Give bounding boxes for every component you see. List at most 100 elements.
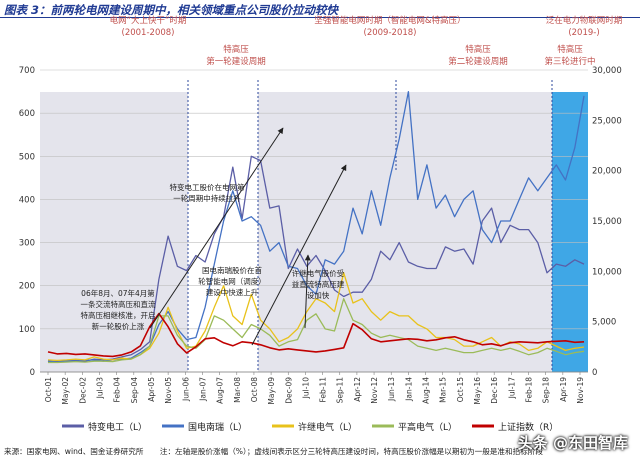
x-tick-label-15: Jul-10 <box>301 377 310 400</box>
legend-label-2: 许继电气（L） <box>298 421 357 433</box>
x-tick-label-11: Mar-08 <box>233 377 242 403</box>
x-tick-label-26: Dec-16 <box>490 377 499 404</box>
y-right-tick-4: 20,000 <box>592 167 622 177</box>
period-years-0: (2001-2008) <box>122 28 175 38</box>
y-left-tick-7: 700 <box>19 66 35 76</box>
y-right-tick-5: 25,000 <box>592 116 622 126</box>
x-tick-label-6: Apr-05 <box>147 377 156 402</box>
y-left-tick-1: 100 <box>19 325 35 335</box>
cycle-title-0: 特高压 <box>223 44 249 55</box>
series-line-0 <box>47 155 585 363</box>
x-tick-label-27: Jul-17 <box>507 377 516 400</box>
annotation-0-line-1: 一轮周期中持续拉升 <box>173 193 241 203</box>
axes: 0 100 200 300 400 500 600 700 0 5,000 10,000 15,000… <box>19 66 622 405</box>
annotation-2-line-1: 益直流特高压建 <box>292 279 345 289</box>
series-line-4 <box>47 312 585 358</box>
source-note: 来源：国家电网、wind、国金证券研究所 <box>4 447 144 456</box>
annotation-3-line-3: 新一轮股价上涨 <box>92 321 145 331</box>
legend-label-0: 特变电工（L） <box>88 421 147 433</box>
legend-label-4: 上证指数（R） <box>498 421 558 433</box>
x-tick-label-7: Nov-05 <box>164 377 173 404</box>
annotation-1-line-2: 建设中快速上升 <box>206 287 259 297</box>
series-line-3 <box>48 298 585 364</box>
x-tick-label-21: Jan-14 <box>404 377 413 402</box>
y-right-tick-0: 0 <box>592 368 597 378</box>
annotation-arrow-1 <box>251 164 347 346</box>
band-period-2 <box>258 92 552 372</box>
legend: 特变电工（L） 国电南瑞（L） 许继电气（L） 平高电气（L） 上证指数（R） <box>62 421 558 433</box>
period-title-0: 电网“大上快干”时期 <box>110 15 187 26</box>
x-tick-label-2: Dec-02 <box>78 377 87 404</box>
y-left-tick-6: 600 <box>19 109 35 119</box>
legend-label-3: 平高电气（L） <box>398 421 457 433</box>
annotation-1-line-1: 轮智能电网（调度） <box>198 276 266 286</box>
x-tick-label-12: Oct-08 <box>250 377 259 402</box>
x-tick-label-28: Feb-18 <box>525 377 534 403</box>
annotation-3-line-2: 特高压相继核准，开启 <box>81 310 156 320</box>
period-title-2: 泛在电力物联网时期 <box>546 15 623 26</box>
x-tick-label-5: Sep-04 <box>130 377 139 404</box>
band-period-3 <box>552 92 588 372</box>
x-tick-label-0: Oct-01 <box>44 377 53 402</box>
annotation-3-line-0: 06年8月、07年4月第 <box>81 288 155 298</box>
y-right-tick-2: 10,000 <box>592 267 622 277</box>
x-tick-label-20: Jun-13 <box>387 377 396 402</box>
x-tick-label-25: May-16 <box>473 377 482 405</box>
page-title: 图表 3：前两轮电网建设周期中，相关领域重点公司股价拉动较快 <box>4 3 339 17</box>
x-tick-label-17: Sep-11 <box>336 377 345 404</box>
axis-note: 注：左轴是股价涨幅（%）；虚线间表示区分三轮特高压建设时间，特高压股价涨幅是以期… <box>159 447 543 456</box>
x-tick-label-31: Nov-19 <box>576 377 585 404</box>
background-bands <box>40 92 588 372</box>
annotation-0-line-0: 特变电工股价在电网第 <box>170 182 245 192</box>
x-tick-label-9: Jan-07 <box>198 377 207 402</box>
period-years-2: (2019-) <box>568 28 599 38</box>
x-tick-label-18: Apr-12 <box>353 377 362 402</box>
y-right-tick-6: 30,000 <box>592 66 622 76</box>
annotation-2-line-2: 设加快 <box>307 290 330 300</box>
title-rule <box>0 17 640 18</box>
annotation-1-line-0: 国电南瑞股价在首 <box>202 265 262 275</box>
x-tick-label-23: Mar-15 <box>439 377 448 403</box>
y-left-tick-0: 0 <box>30 368 35 378</box>
x-tick-label-13: May-09 <box>267 377 276 405</box>
x-tick-label-10: Aug-07 <box>216 377 225 404</box>
footnote: 来源：国家电网、wind、国金证券研究所 注：左轴是股价涨幅（%）；虚线间表示区… <box>4 446 557 457</box>
annotations: 特变电工股价在电网第一轮周期中持续拉升国电南瑞股价在首轮智能电网（调度）建设中快… <box>81 127 347 346</box>
y-left-tick-3: 300 <box>19 239 35 249</box>
x-tick-label-24: Oct-15 <box>456 377 465 402</box>
cycle-subtitle-0: 第一轮建设周期 <box>206 56 266 67</box>
watermark: 头条 @东田智库 <box>517 434 628 452</box>
period-years-1: (2009-2018) <box>364 28 417 38</box>
x-tick-label-8: Jun-06 <box>181 377 190 402</box>
y-right-tick-3: 15,000 <box>592 217 622 227</box>
y-left-tick-5: 500 <box>19 152 35 162</box>
x-tick-label-3: Jul-03 <box>95 377 104 400</box>
annotation-2-line-0: 许继电气股价受 <box>292 268 345 278</box>
legend-label-1: 国电南瑞（L） <box>188 421 247 433</box>
x-tick-label-19: Nov-12 <box>370 377 379 404</box>
cycle-subtitle-2: 第三轮进行中 <box>544 56 595 67</box>
period-title-1: 坚强智能电网时期（智能电网&特高压） <box>314 15 465 26</box>
series-lines <box>47 90 585 364</box>
annotation-arrow-0 <box>149 127 284 329</box>
annotation-3-line-1: 一条交流特高压和直流 <box>81 299 156 309</box>
series-line-1 <box>47 90 585 363</box>
period-labels: 电网“大上快干”时期 (2001-2008) 坚强智能电网时期（智能电网&特高压） (… <box>110 15 623 38</box>
x-tick-label-30: Apr-19 <box>559 377 568 402</box>
y-right-tick-1: 5,000 <box>592 318 616 328</box>
x-tick-label-16: Feb-11 <box>319 377 328 403</box>
cycle-title-2: 特高压 <box>557 44 583 55</box>
y-left-tick-2: 200 <box>19 282 35 292</box>
annotation-arrow-2 <box>304 254 311 329</box>
x-tick-label-22: Aug-14 <box>422 377 431 404</box>
x-tick-label-14: Dec-09 <box>284 377 293 404</box>
cycle-title-1: 特高压 <box>465 44 491 55</box>
y-left-tick-4: 400 <box>19 195 35 205</box>
x-tick-label-1: May-02 <box>61 377 70 405</box>
cycle-subtitle-1: 第二轮建设周期 <box>448 56 508 67</box>
